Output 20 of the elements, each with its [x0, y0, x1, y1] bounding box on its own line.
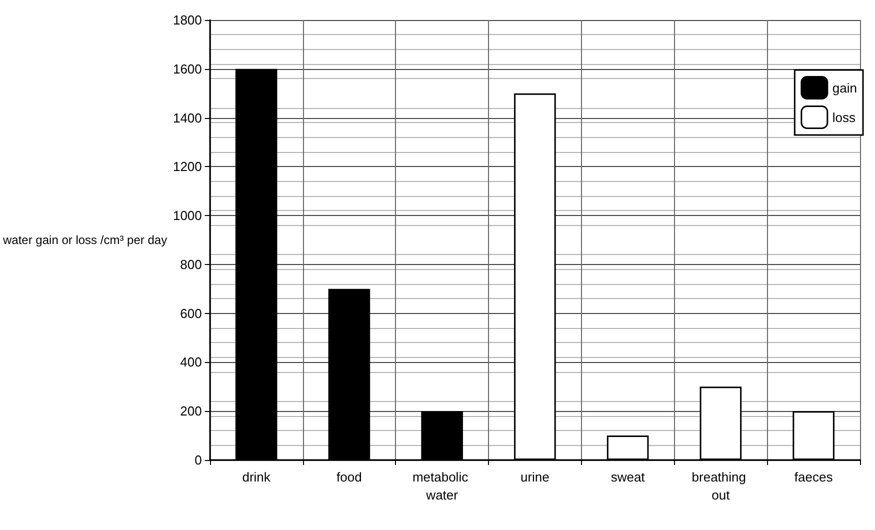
y-tick-label: 0: [194, 452, 202, 468]
y-tick-label: 1000: [172, 208, 202, 224]
y-tick-label: 1400: [172, 110, 202, 126]
y-tick-label: 1600: [172, 61, 202, 76]
y-tick-label: 200: [180, 404, 202, 419]
y-tick-label: 800: [180, 256, 202, 272]
legend-label: gain: [832, 80, 857, 96]
y-tick-label: 1200: [172, 159, 202, 174]
y-axis-title: water gain or loss /cm³ per day: [2, 233, 168, 247]
y-tick-label: 600: [180, 306, 202, 321]
y-tick-label: 400: [180, 354, 202, 370]
x-tick-label: sweat: [610, 470, 646, 484]
x-tick-label: metabolic water: [412, 470, 472, 502]
x-tick-label: faeces: [794, 470, 834, 484]
y-tick-label: 1800: [172, 12, 202, 28]
x-tick-label: urine: [520, 470, 550, 484]
legend-label: loss: [832, 110, 856, 125]
x-tick-label: breathing out: [692, 470, 750, 502]
x-tick-label: drink: [242, 470, 271, 484]
x-tick-label: food: [336, 470, 362, 484]
